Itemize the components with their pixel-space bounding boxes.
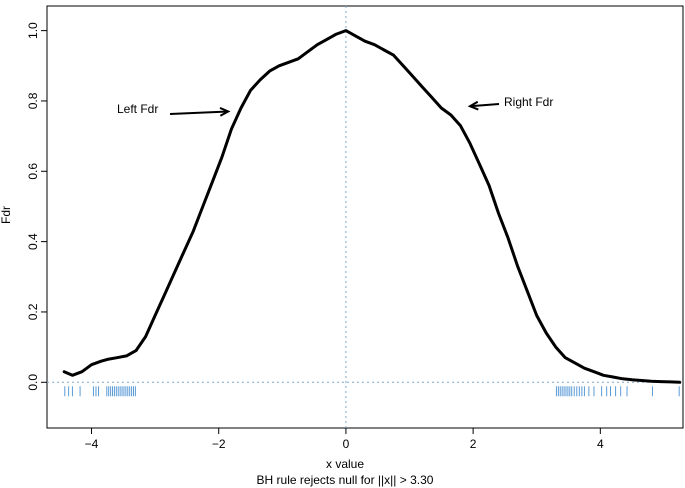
right-fdr-arrow-head [467, 100, 479, 111]
plot-frame [46, 5, 684, 429]
left-fdr-arrow-head [219, 107, 231, 117]
fdr-curve [62, 29, 682, 384]
left-fdr-arrow [169, 110, 229, 115]
x-tick-label: −2 [212, 437, 226, 451]
x-axis-label: x value [326, 457, 364, 471]
y-axis-label: Fdr [0, 206, 13, 224]
annotation-right-fdr: Right Fdr [504, 95, 553, 109]
x-tick-label: 2 [470, 437, 477, 451]
y-tick-label: 1.0 [26, 22, 40, 39]
y-tick-label: 0.6 [26, 163, 40, 180]
y-tick-label: 0.0 [26, 374, 40, 391]
annotation-left-fdr: Left Fdr [117, 102, 158, 116]
chart-subtitle: BH rule rejects null for ||x|| > 3.30 [257, 473, 434, 487]
x-tick-label: 0 [343, 437, 350, 451]
y-tick-label: 0.2 [26, 303, 40, 320]
y-tick-label: 0.8 [26, 92, 40, 109]
x-tick-label: −4 [85, 437, 99, 451]
x-tick-label: 4 [597, 437, 604, 451]
plot-area: −4 −2 0 2 4 0.0 0.2 0.4 0.6 0.8 1.0 [26, 5, 684, 451]
y-tick-label: 0.4 [26, 233, 40, 250]
right-fdr-arrow [469, 103, 500, 108]
